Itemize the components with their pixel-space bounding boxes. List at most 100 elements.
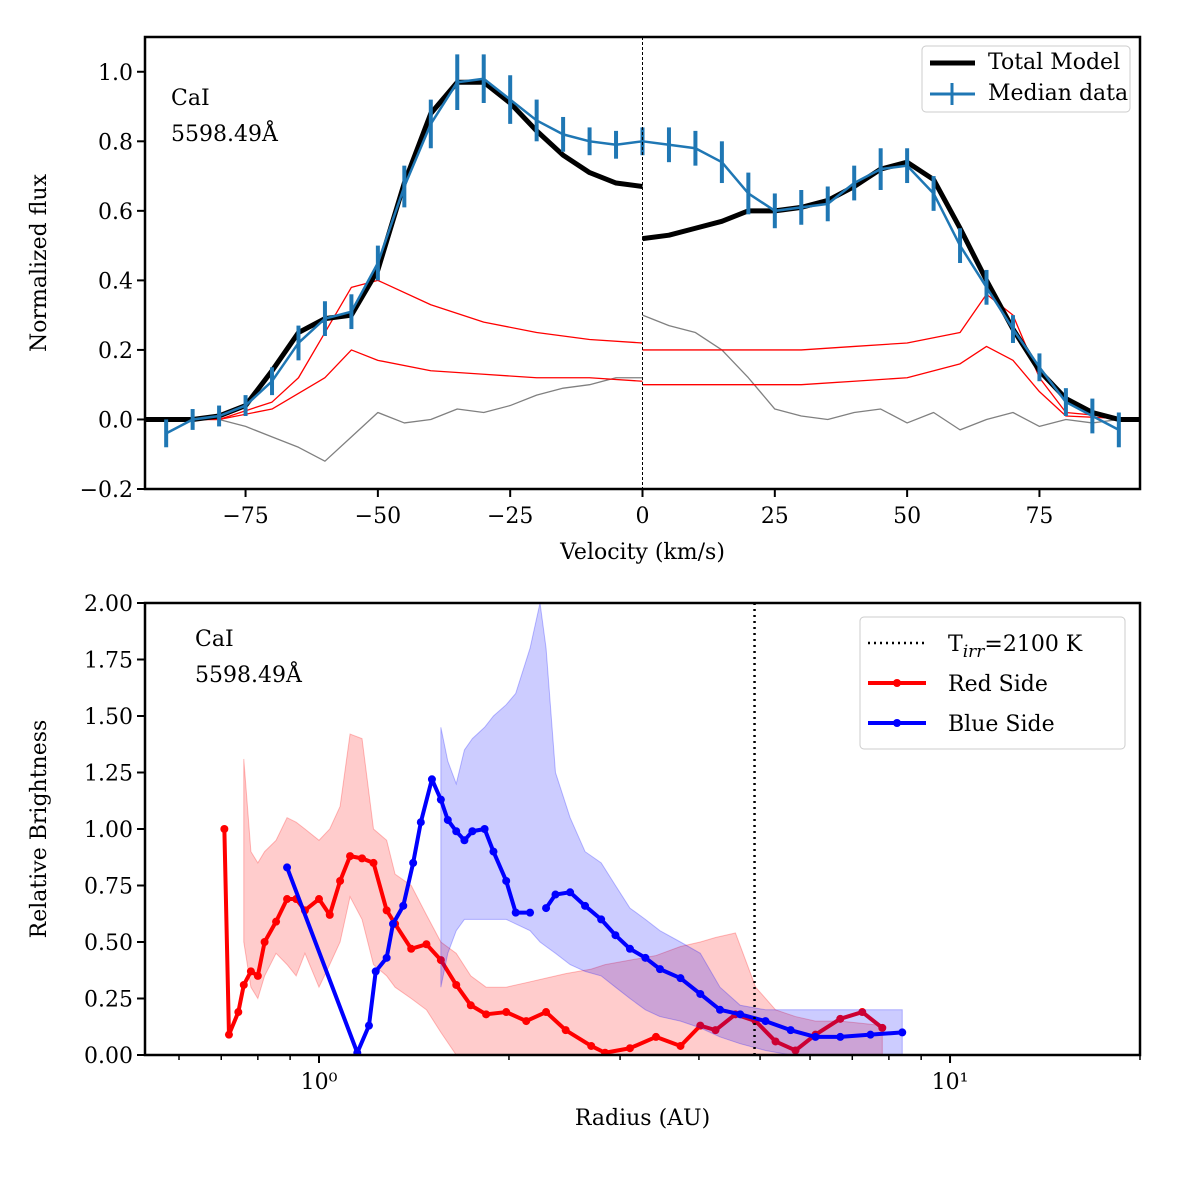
data-point — [409, 858, 418, 867]
data-point — [866, 1030, 875, 1039]
data-point — [224, 1030, 233, 1039]
y-axis-label: Normalized flux — [27, 173, 52, 352]
annotation: CaI — [171, 86, 210, 111]
data-point — [489, 847, 498, 856]
x-tick-label: −50 — [355, 504, 401, 529]
data-point — [716, 1005, 725, 1014]
data-point — [427, 775, 436, 784]
data-point — [346, 852, 355, 861]
data-point — [771, 1037, 780, 1046]
y-tick-label: 1.50 — [84, 705, 133, 730]
legend-label: Total Model — [988, 50, 1120, 75]
data-point — [353, 1048, 362, 1055]
y-tick-label: 0.25 — [84, 988, 133, 1013]
plot-area — [220, 603, 907, 1055]
y-tick-label: 0.0 — [98, 408, 133, 433]
y-axis-label: Relative Brightness — [27, 720, 52, 939]
data-point — [811, 1032, 820, 1041]
plot-frame — [143, 35, 1142, 491]
error-band — [243, 733, 883, 1055]
data-point — [314, 895, 323, 904]
y-tick-label: 1.0 — [98, 61, 133, 86]
data-point — [452, 980, 461, 989]
data-point — [369, 858, 378, 867]
data-point — [625, 1044, 634, 1053]
legend-marker — [893, 679, 901, 687]
x-tick-label: −25 — [487, 504, 533, 529]
data-point — [502, 876, 511, 885]
y-tick-label: 0.4 — [98, 269, 133, 294]
legend-label: Blue Side — [948, 712, 1055, 737]
data-point — [898, 1028, 907, 1037]
data-point — [364, 1021, 373, 1030]
series-line — [642, 293, 1140, 421]
data-point — [239, 980, 248, 989]
data-point — [272, 917, 281, 926]
legend-label-rest: =2100 K — [984, 632, 1082, 657]
data-point — [325, 910, 334, 919]
data-point — [542, 1008, 551, 1017]
data-point — [542, 904, 551, 913]
series-line — [642, 159, 1140, 422]
data-point — [786, 1026, 795, 1035]
x-tick-label: 50 — [893, 504, 921, 529]
y-tick-label: 0.8 — [98, 130, 133, 155]
x-axis-label: Velocity (km/s) — [559, 540, 725, 565]
y-tick-label: 0.6 — [98, 200, 133, 225]
data-point — [711, 1026, 720, 1035]
error-band — [440, 603, 903, 1055]
data-point — [260, 938, 269, 946]
x-tick-label: 25 — [761, 504, 789, 529]
y-tick-label: 0.2 — [98, 339, 133, 364]
legend-label: Tirr=2100 K — [948, 632, 1083, 662]
y-tick-label: 1.00 — [84, 818, 133, 843]
data-point — [220, 825, 229, 833]
data-point — [581, 901, 590, 910]
data-point — [597, 915, 606, 924]
data-point — [736, 1010, 745, 1019]
data-point — [878, 1023, 887, 1032]
data-point — [283, 863, 292, 872]
y-tick-label: 2.00 — [84, 592, 133, 617]
data-point — [416, 818, 425, 827]
x-tick-label: 75 — [1025, 504, 1053, 529]
series-line — [145, 279, 643, 421]
x-tick-label: −75 — [222, 504, 268, 529]
legend-label: Median data — [988, 81, 1128, 106]
data-point — [246, 967, 255, 976]
data-point — [625, 944, 634, 953]
data-point — [587, 1041, 596, 1050]
data-point — [561, 1026, 570, 1035]
data-point — [676, 974, 685, 983]
y-tick-label: −0.2 — [80, 478, 133, 503]
annotation: 5598.49Å — [195, 660, 303, 688]
x-axis-label: Radius (AU) — [575, 1106, 710, 1131]
data-point — [655, 965, 664, 974]
data-point — [371, 967, 380, 976]
data-point — [511, 908, 520, 917]
y-tick-label: 1.75 — [84, 649, 133, 674]
data-point — [651, 1032, 660, 1041]
data-point — [466, 1001, 475, 1010]
data-point — [436, 956, 445, 965]
plot-frame — [143, 601, 1142, 1057]
legend-marker — [893, 719, 901, 727]
y-tick-label: 0.50 — [84, 931, 133, 956]
data-point — [480, 825, 489, 833]
data-point — [836, 1014, 845, 1023]
data-point — [551, 890, 560, 899]
data-point — [443, 815, 452, 824]
legend-label-main: T — [948, 632, 963, 657]
data-point — [502, 1008, 511, 1017]
data-point — [761, 1017, 770, 1026]
data-point — [526, 908, 535, 917]
x-tick-label: 0 — [636, 504, 650, 529]
data-point — [791, 1046, 800, 1055]
data-point — [611, 931, 620, 940]
data-point — [283, 895, 292, 904]
data-point — [358, 854, 367, 863]
x-tick-label: 10¹ — [932, 1070, 969, 1095]
data-point — [407, 944, 416, 953]
series-line — [218, 377, 643, 462]
